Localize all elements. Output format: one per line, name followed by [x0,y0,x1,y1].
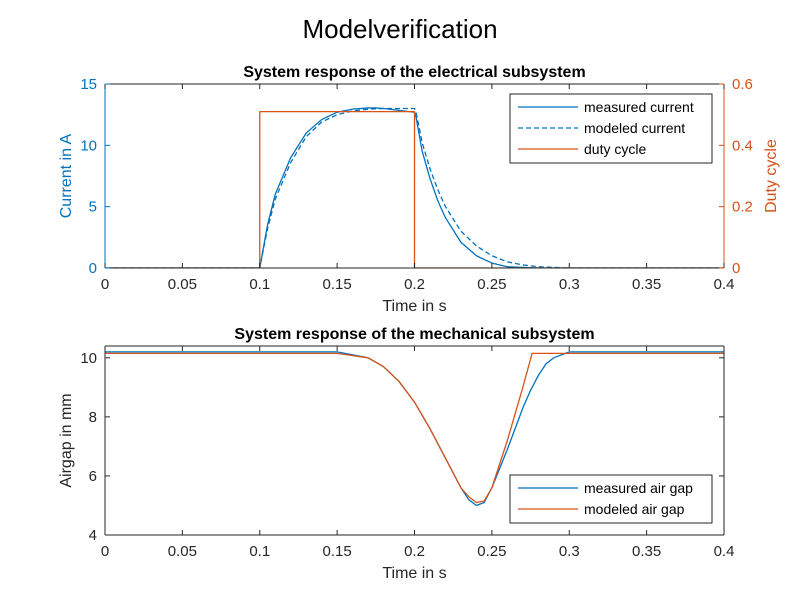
y-tick-label: 0 [89,260,97,277]
x-tick-label: 0.35 [632,276,661,293]
series-line-modeled-air-gap [105,352,724,504]
y-axis-label: Current in A [58,133,75,218]
x-tick-label: 0.4 [714,276,735,293]
x-tick-label: 0.4 [714,543,735,560]
legend-box [509,474,713,524]
x-tick-label: 0.05 [168,276,197,293]
legend-entry: modeled current [584,120,685,136]
y-tick-label: 5 [89,199,97,216]
y-tick-label: 10 [80,137,97,154]
x-tick-label: 0.05 [168,543,197,560]
x-tick-label: 0.15 [323,276,352,293]
series-line-duty-cycle [105,110,724,268]
figure-title: Modelverification [302,14,497,44]
subplot-title: System response of the electrical subsys… [243,64,585,81]
x-tick-label: 0.25 [477,276,506,293]
x-axis-label: Time in s [382,565,446,582]
y-tick-label: 10 [80,350,97,367]
subplot-title: System response of the mechanical subsys… [234,326,594,343]
legend-entry: duty cycle [584,141,646,157]
x-tick-label: 0 [101,543,109,560]
x-tick-label: 0.3 [559,276,580,293]
y-axis-label: Airgap in mm [58,393,75,487]
y-tick-label: 15 [80,76,97,93]
x-tick-label: 0.2 [404,543,425,560]
x-tick-label: 0.1 [249,276,270,293]
y-tick-label: 4 [89,527,97,544]
y-tick-label: 6 [89,468,97,485]
legend-entry: modeled air gap [584,501,685,517]
x-tick-label: 0.35 [632,543,661,560]
y2-axis-label: Duty cycle [763,139,780,213]
x-axis-label: Time in s [382,298,446,315]
x-tick-label: 0.2 [404,276,425,293]
x-tick-label: 0.15 [323,543,352,560]
y2-tick-label: 0 [732,260,740,277]
legend-entry: measured current [584,99,694,115]
y2-tick-label: 0.2 [732,199,753,216]
x-tick-label: 0.3 [559,543,580,560]
x-tick-label: 0.1 [249,543,270,560]
y-tick-label: 8 [89,409,97,426]
x-tick-label: 0 [101,276,109,293]
x-tick-label: 0.25 [477,543,506,560]
y2-tick-label: 0.4 [732,137,753,154]
legend-entry: measured air gap [584,480,693,496]
y2-tick-label: 0.6 [732,76,753,93]
